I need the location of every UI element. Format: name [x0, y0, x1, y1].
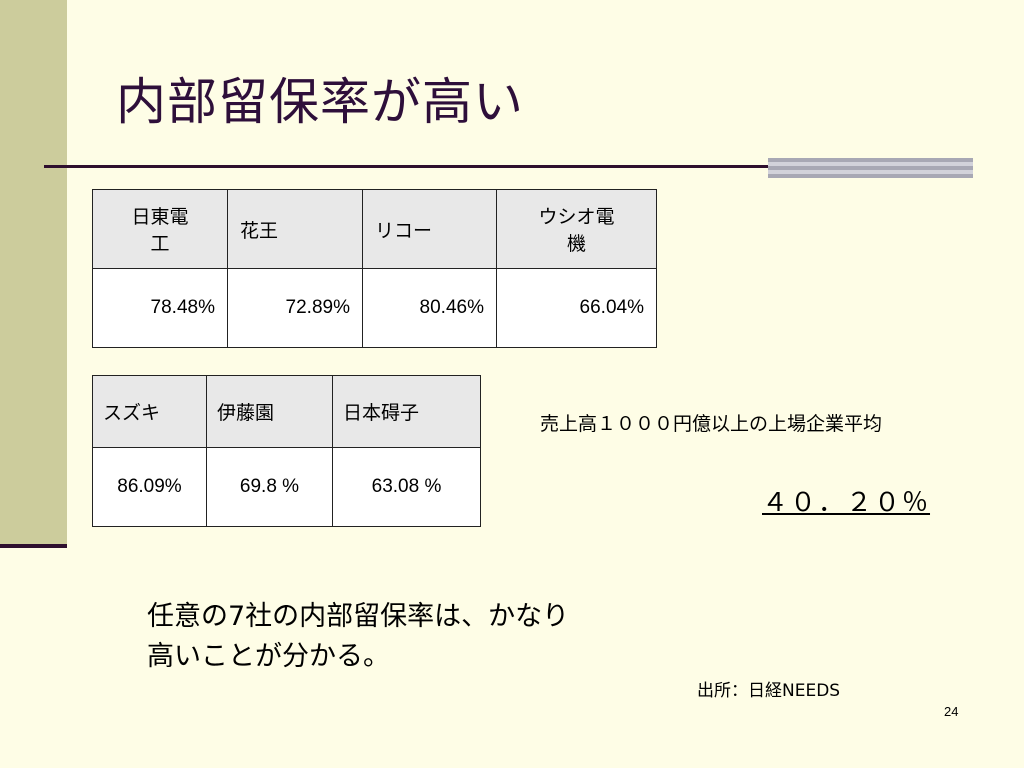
company-header-nitto-denko: 日東電工	[92, 189, 228, 269]
left-decor-tick	[0, 544, 67, 548]
title-rule-accent	[768, 158, 973, 178]
market-average-label: 売上高１０００円億以上の上場企業平均	[540, 413, 883, 435]
retention-table-2: スズキ 伊藤園 日本碍子 86.09% 69.8 % 63.08 %	[92, 375, 481, 527]
company-header-ricoh: リコー	[362, 189, 497, 269]
title-underline	[44, 165, 970, 168]
value-ricoh: 80.46%	[362, 268, 497, 348]
table-value-row: 86.09% 69.8 % 63.08 %	[92, 447, 481, 527]
market-average-value: ４０．２０％	[762, 488, 931, 518]
value-itoen: 69.8 %	[206, 447, 333, 527]
value-ushio: 66.04%	[496, 268, 657, 348]
value-nitto-denko: 78.48%	[92, 268, 228, 348]
company-header-kao: 花王	[227, 189, 363, 269]
conclusion-line-1: 任意の7社の内部留保率は、かなり	[147, 601, 570, 632]
table-value-row: 78.48% 72.89% 80.46% 66.04%	[92, 268, 657, 348]
value-kao: 72.89%	[227, 268, 363, 348]
value-suzuki: 86.09%	[92, 447, 207, 527]
company-header-itoen: 伊藤園	[206, 375, 333, 448]
retention-table-1: 日東電工 花王 リコー ウシオ電機 78.48% 72.89% 80.46% 6…	[92, 189, 657, 348]
company-header-ushio: ウシオ電機	[496, 189, 657, 269]
conclusion-text: 任意の7社の内部留保率は、かなり 高いことが分かる。	[147, 597, 569, 677]
left-decor-band	[0, 0, 67, 548]
value-ngk: 63.08 %	[332, 447, 481, 527]
source-note: 出所：日経NEEDS	[697, 681, 841, 701]
table-header-row: 日東電工 花王 リコー ウシオ電機	[92, 189, 657, 269]
company-header-ngk: 日本碍子	[332, 375, 481, 448]
table-header-row: スズキ 伊藤園 日本碍子	[92, 375, 481, 448]
company-header-suzuki: スズキ	[92, 375, 207, 448]
conclusion-line-2: 高いことが分かる。	[147, 641, 390, 672]
slide-title: 内部留保率が高い	[116, 73, 524, 131]
page-number: 24	[944, 704, 959, 719]
